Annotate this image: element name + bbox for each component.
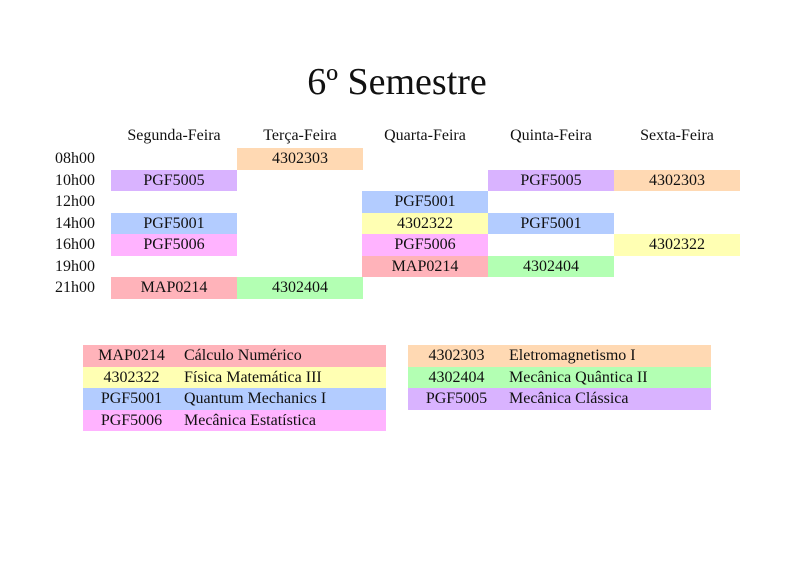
course-name: Mecânica Quântica II: [509, 368, 648, 386]
course-code: 4302322: [103, 368, 160, 386]
course-name: Física Matemática III: [184, 368, 322, 386]
schedule-cell: MAP0214: [362, 255, 488, 277]
course-code: PGF5005: [425, 390, 488, 408]
day-header: Segunda-Feira: [127, 127, 221, 144]
legend-row: PGF5001 Quantum Mechanics I: [83, 388, 386, 410]
course-code: PGF5001: [100, 390, 163, 408]
legend-left: MAP0214 Cálculo Numérico 4302322 Física Mat…: [83, 345, 386, 432]
course-name: Cálculo Numérico: [184, 347, 302, 364]
legend-right: 4302303 Eletromagnetismo I 4302404 Mecânica…: [408, 345, 711, 410]
course-name: Quantum Mechanics I: [184, 390, 327, 408]
schedule-cell: PGF5005: [111, 169, 237, 191]
course-code: 4302303: [428, 347, 485, 364]
time-label: 14h00: [55, 214, 95, 232]
schedule-cell: 4302322: [362, 212, 488, 234]
legend-row: 4302404 Mecânica Quântica II: [408, 366, 711, 389]
time-label: 10h00: [55, 171, 95, 189]
course-code: MAP0214: [98, 347, 165, 364]
schedule-cell: PGF5006: [111, 234, 237, 256]
day-header: Sexta-Feira: [640, 127, 714, 144]
schedule-cell: PGF5001: [488, 212, 614, 234]
time-label: 12h00: [55, 193, 95, 210]
schedule-cell: 4302404: [488, 255, 614, 277]
course-name: Mecânica Estatística: [184, 411, 316, 429]
schedule-cell: PGF5001: [111, 212, 237, 234]
schedule-cell: PGF5006: [362, 234, 488, 256]
day-header: Quarta-Feira: [384, 127, 466, 144]
day-header: Quinta-Feira: [510, 127, 592, 144]
course-name: Eletromagnetismo I: [509, 347, 636, 364]
schedule-cell: PGF5001: [362, 191, 488, 213]
schedule-cell: PGF5005: [488, 169, 614, 191]
schedule-cell: 4302322: [614, 234, 740, 256]
page-title: 6º Semestre: [307, 61, 487, 103]
legend-row: PGF5006 Mecânica Estatística: [83, 409, 386, 432]
legend-row: 4302322 Física Matemática III: [83, 366, 386, 389]
schedule-cell: 4302303: [614, 169, 740, 191]
day-header: Terça-Feira: [263, 127, 337, 144]
time-label: 19h00: [55, 257, 95, 275]
time-label: 08h00: [55, 150, 95, 167]
legend-row: PGF5005 Mecânica Clássica: [408, 388, 711, 410]
course-name: Mecânica Clássica: [509, 390, 629, 408]
legend-row: 4302303 Eletromagnetismo I: [408, 345, 711, 367]
time-label: 21h00: [55, 279, 95, 296]
schedule-cell: 4302303: [237, 148, 363, 170]
time-label: 16h00: [55, 236, 95, 253]
legend-row: MAP0214 Cálculo Numérico: [83, 345, 386, 367]
course-code: 4302404: [428, 368, 485, 386]
schedule-cell: 4302404: [237, 277, 363, 299]
schedule-cell: MAP0214: [111, 277, 237, 299]
course-code: PGF5006: [100, 411, 163, 429]
